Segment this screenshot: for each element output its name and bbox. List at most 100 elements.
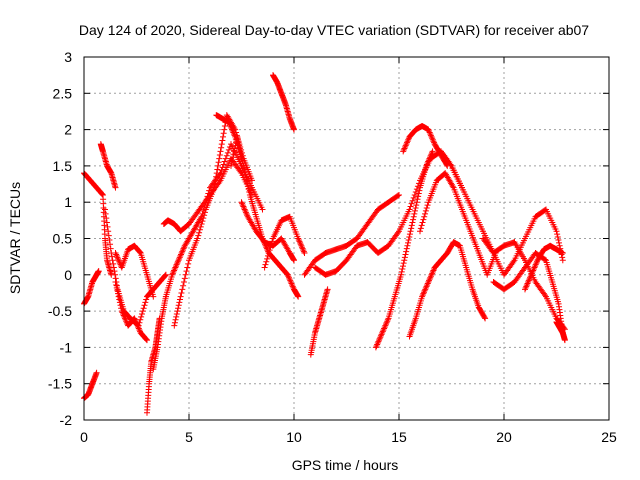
data-point bbox=[172, 316, 179, 323]
data-point bbox=[224, 149, 231, 156]
data-point bbox=[263, 245, 270, 252]
data-point bbox=[197, 223, 204, 230]
data-point bbox=[180, 279, 187, 286]
data-point bbox=[231, 145, 238, 152]
data-point bbox=[238, 154, 245, 161]
data-point bbox=[241, 205, 248, 212]
data-point bbox=[417, 228, 423, 235]
data-point bbox=[523, 283, 530, 290]
data-point bbox=[110, 264, 117, 271]
data-point bbox=[237, 148, 244, 155]
data-point bbox=[114, 287, 121, 294]
data-point bbox=[169, 271, 176, 278]
data-point bbox=[114, 254, 121, 261]
data-point bbox=[527, 274, 534, 281]
data-point bbox=[426, 128, 433, 135]
data-point bbox=[556, 239, 563, 246]
data-point bbox=[429, 135, 436, 142]
data-point bbox=[108, 253, 115, 260]
data-point bbox=[227, 122, 234, 129]
data-point bbox=[115, 290, 122, 297]
data-point bbox=[178, 251, 185, 258]
data-point bbox=[99, 191, 106, 198]
data-point bbox=[559, 257, 566, 264]
data-point bbox=[133, 319, 140, 326]
y-tick-label: 2 bbox=[64, 122, 72, 138]
data-point bbox=[398, 268, 405, 275]
data-point bbox=[185, 260, 192, 267]
data-point bbox=[216, 155, 223, 162]
data-point bbox=[249, 177, 255, 184]
data-point bbox=[423, 162, 430, 169]
data-point bbox=[229, 154, 236, 161]
data-point bbox=[231, 148, 238, 155]
data-point bbox=[216, 152, 223, 159]
data-point bbox=[261, 264, 268, 271]
data-point bbox=[419, 292, 426, 299]
data-point bbox=[402, 142, 409, 149]
data-point bbox=[179, 248, 186, 255]
series-sat-m bbox=[213, 112, 245, 162]
data-point bbox=[216, 178, 223, 185]
data-point bbox=[298, 244, 305, 251]
data-point bbox=[430, 138, 437, 145]
data-point bbox=[112, 271, 119, 278]
data-point bbox=[171, 319, 178, 326]
data-point bbox=[140, 305, 147, 312]
data-point bbox=[411, 210, 418, 217]
data-point bbox=[376, 337, 383, 344]
data-point bbox=[236, 142, 243, 149]
data-point bbox=[162, 272, 169, 279]
data-point bbox=[199, 218, 206, 225]
data-point bbox=[533, 258, 540, 265]
data-point bbox=[262, 261, 269, 268]
data-point bbox=[235, 139, 242, 146]
data-point bbox=[425, 126, 432, 133]
data-point bbox=[426, 129, 433, 136]
data-point bbox=[200, 215, 207, 222]
series-sat-w bbox=[406, 239, 489, 340]
data-point bbox=[142, 335, 149, 342]
data-point bbox=[93, 369, 100, 376]
series-sat-r bbox=[307, 286, 331, 358]
data-point bbox=[212, 177, 219, 184]
data-point bbox=[561, 337, 568, 344]
data-point bbox=[381, 325, 388, 332]
data-point bbox=[196, 229, 203, 236]
data-point bbox=[220, 161, 227, 168]
data-point bbox=[424, 281, 431, 288]
data-point bbox=[402, 144, 409, 151]
data-point bbox=[414, 196, 421, 203]
data-point bbox=[239, 200, 246, 207]
data-point bbox=[289, 281, 296, 288]
data-point bbox=[405, 236, 412, 243]
series-sat-f bbox=[112, 279, 150, 344]
series-sat-o bbox=[238, 199, 297, 264]
data-point bbox=[181, 275, 188, 282]
data-point bbox=[554, 231, 561, 238]
data-point bbox=[243, 210, 250, 217]
y-tick-label: -1.5 bbox=[48, 376, 72, 392]
series-sat-a bbox=[81, 170, 115, 278]
data-point bbox=[427, 273, 434, 280]
data-point bbox=[143, 296, 150, 303]
data-point bbox=[110, 260, 117, 267]
data-point bbox=[422, 286, 429, 293]
data-point bbox=[426, 276, 433, 283]
series-sat-ac bbox=[553, 318, 568, 344]
data-point bbox=[113, 251, 120, 258]
data-point bbox=[201, 212, 208, 219]
data-point bbox=[241, 168, 248, 175]
data-point bbox=[525, 279, 532, 286]
data-point bbox=[422, 284, 429, 291]
data-point bbox=[400, 260, 407, 267]
data-point bbox=[415, 190, 422, 197]
data-point bbox=[376, 335, 383, 342]
data-point bbox=[420, 289, 427, 296]
data-point bbox=[406, 206, 413, 213]
data-point bbox=[118, 308, 125, 315]
data-point bbox=[411, 207, 418, 214]
data-point bbox=[194, 235, 201, 242]
data-point bbox=[372, 344, 379, 351]
data-point bbox=[174, 260, 181, 267]
